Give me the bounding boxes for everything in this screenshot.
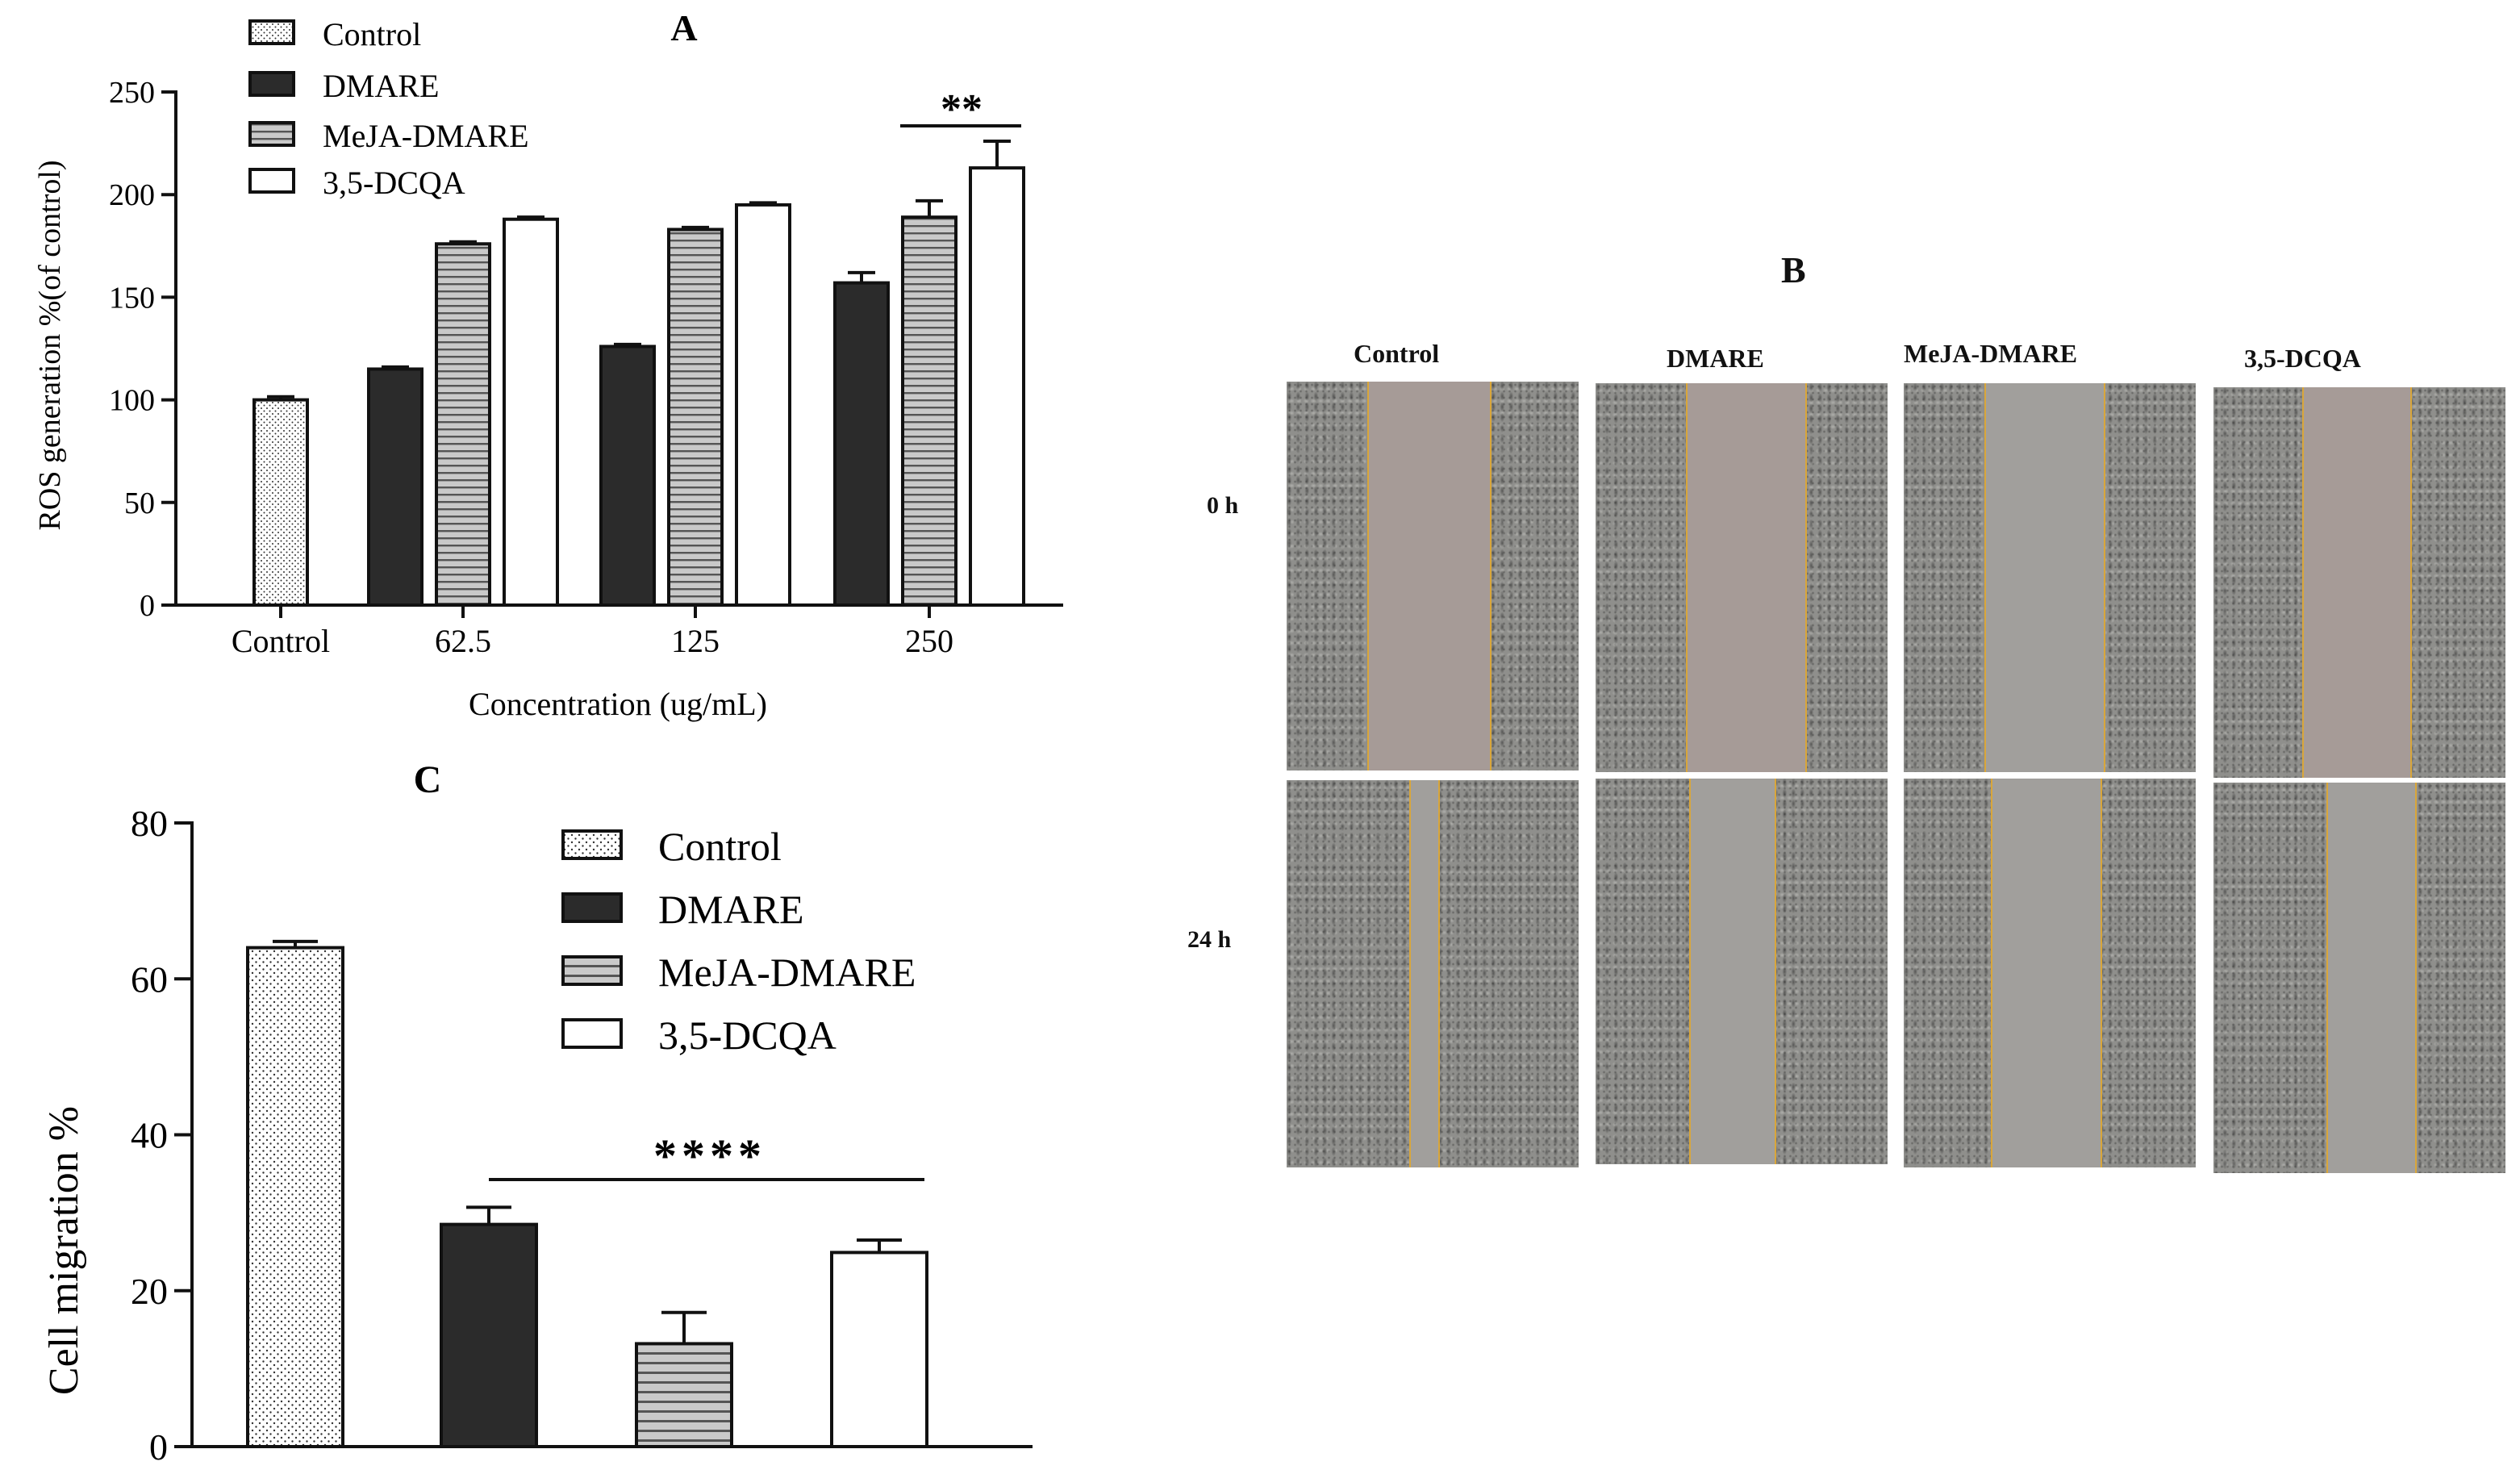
legend-label-dmare: DMARE [323, 68, 439, 104]
chart-c-y-tick-label: 40 [131, 1115, 168, 1156]
chart-a-x-axis-label: Concentration (ug/mL) [469, 686, 767, 722]
significance-label: **** [653, 1130, 766, 1182]
legend-swatch-dmare [561, 892, 623, 923]
chart-a: A ROS generation %(of control) Concentra… [33, 7, 1063, 722]
micrograph-control-24h [1287, 780, 1579, 1167]
legend-swatch-3-5-dcqa [561, 1018, 623, 1049]
bar-dmare-62-5 [367, 367, 423, 607]
legend-swatch-3-5-dcqa [248, 168, 295, 194]
chart-c-title: C [414, 758, 442, 801]
chart-a-title: A [670, 7, 697, 48]
legend-label-meja-dmare: MeJA-DMARE [323, 118, 529, 154]
chart-a-x-tick-label: 250 [905, 623, 953, 659]
chart-c-y-tick-label: 80 [131, 803, 168, 844]
bar-3-5-dcqa-250 [969, 166, 1025, 608]
row-label-24h: 24 h [1187, 926, 1232, 953]
chart-a-x-tick-label: 62.5 [435, 623, 491, 659]
panel-b-label: B [1781, 249, 1806, 290]
legend-swatch-control [248, 19, 295, 45]
chart-c-y-axis-label: Cell migration % [41, 1106, 87, 1395]
chart-a-annotations: ** [900, 86, 1021, 132]
legend-swatch-control [561, 829, 623, 860]
bar-3-5-dcqa [830, 1251, 928, 1448]
legend-label-control: Control [323, 16, 421, 52]
column-header-dcqa: 3,5-DCQA [2244, 344, 2361, 373]
chart-c-annotations: **** [489, 1130, 924, 1182]
chart-a-y-tick-label: 200 [109, 178, 155, 212]
chart-a-y-tick-label: 0 [140, 589, 155, 623]
bar-meja-dmare-125 [667, 228, 724, 607]
column-header-dmare: DMARE [1667, 344, 1764, 373]
chart-c-y-tick-label: 20 [131, 1271, 168, 1312]
column-header-control: Control [1354, 339, 1440, 368]
chart-a-y-axis-label: ROS generation %(of control) [33, 160, 67, 530]
legend-swatch-meja-dmare [248, 121, 295, 147]
chart-c-legend: Control DMARE MeJA-DMARE 3,5-DCQA [561, 824, 916, 1058]
chart-a-x-tick-label: Control [232, 623, 330, 659]
chart-c-bars [246, 939, 928, 1449]
legend-swatch-dmare [248, 71, 295, 97]
legend-label-control: Control [658, 824, 782, 869]
chart-c-y-tick-label: 60 [131, 958, 168, 1000]
micrograph-meja-dmare-0h [1904, 383, 2196, 772]
bar-dmare-125 [599, 345, 656, 607]
bar-meja-dmare [635, 1342, 733, 1449]
chart-a-axes: 0 50 100 150 200 250 Control 62.5 125 250 [109, 76, 1063, 659]
bar-control [246, 946, 344, 1449]
legend-label-dmare: DMARE [658, 887, 804, 932]
chart-a-y-tick-label: 100 [109, 384, 155, 418]
legend-label-meja-dmare: MeJA-DMARE [658, 950, 916, 995]
chart-a-legend: Control DMARE MeJA-DMARE 3,5-DCQA [248, 16, 529, 201]
bar-meja-dmare-62-5 [435, 242, 491, 607]
micrograph-dmare-0h [1596, 383, 1888, 772]
micrograph-meja-dmare-24h [1904, 779, 2196, 1167]
micrograph-dcqa-24h [2213, 783, 2505, 1173]
bar-dmare [440, 1222, 538, 1449]
chart-c-y-tick-label: 0 [149, 1426, 168, 1468]
significance-label-250: ** [941, 86, 983, 132]
chart-a-y-tick-label: 50 [124, 487, 155, 520]
chart-a-y-tick-label: 150 [109, 281, 155, 315]
chart-a-y-tick-label: 250 [109, 76, 155, 110]
bar-control-control [252, 398, 309, 607]
micrograph-control-0h [1287, 382, 1579, 770]
bar-dmare-250 [833, 281, 890, 607]
legend-label-3-5-dcqa: 3,5-DCQA [323, 165, 465, 201]
row-label-0h: 0 h [1207, 492, 1239, 519]
bar-3-5-dcqa-62-5 [503, 217, 559, 607]
micrograph-dcqa-0h [2213, 387, 2505, 778]
bar-meja-dmare-250 [901, 215, 958, 607]
chart-c: C Cell migration % 0 20 40 60 80 Control DMAR… [41, 758, 1033, 1468]
legend-swatch-meja-dmare [561, 955, 623, 986]
micrograph-dmare-24h [1596, 779, 1888, 1164]
column-header-meja-dmare: MeJA-DMARE [1904, 339, 2078, 368]
chart-a-x-tick-label: 125 [671, 623, 720, 659]
panel-b-micrographs: B Control DMARE MeJA-DMARE 3,5-DCQA 0 h … [1178, 226, 2520, 1210]
bar-3-5-dcqa-125 [735, 203, 791, 607]
chart-a-bars [252, 140, 1025, 608]
legend-label-3-5-dcqa: 3,5-DCQA [658, 1013, 837, 1058]
